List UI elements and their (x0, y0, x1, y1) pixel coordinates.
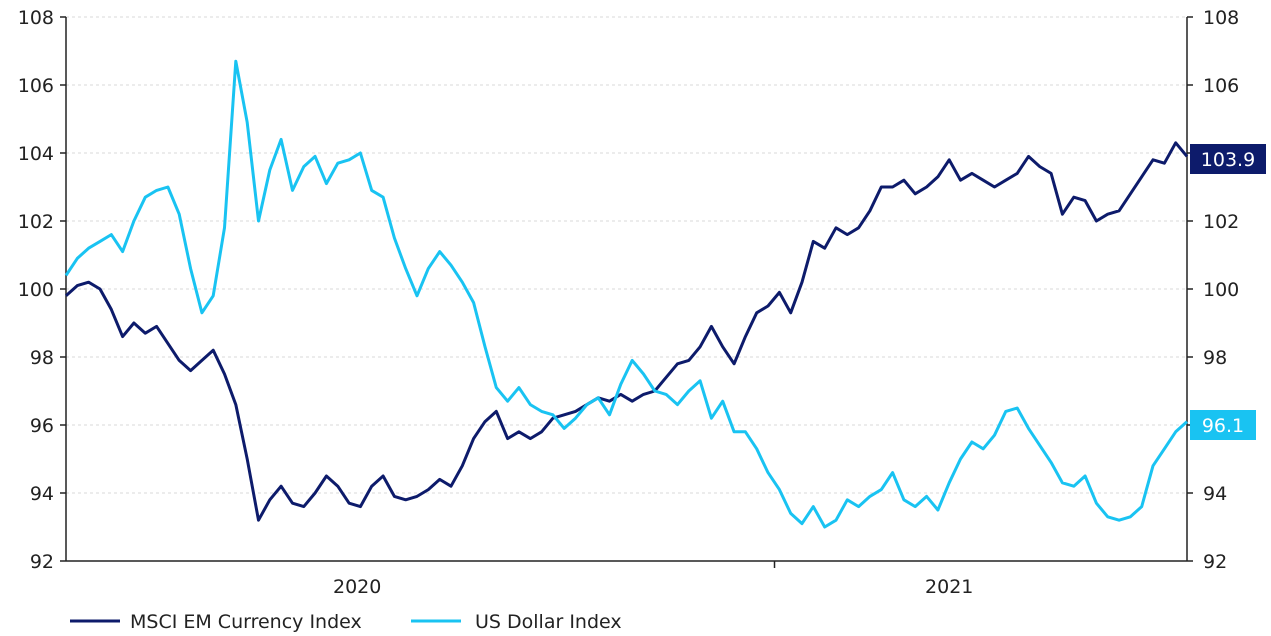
legend-item-msci: MSCI EM Currency Index (70, 611, 362, 633)
ticks: 9292949496969898100100102102104104106106… (18, 7, 1240, 598)
legend-label-msci: MSCI EM Currency Index (130, 611, 362, 633)
y-tick-label-left: 100 (18, 279, 54, 301)
legend-label-usd: US Dollar Index (475, 611, 622, 633)
y-tick-label-right: 98 (1203, 347, 1227, 369)
y-tick-label-left: 102 (18, 211, 54, 233)
usd-end-label: 96.1 (1190, 410, 1256, 440)
x-tick-label: 2021 (925, 576, 973, 598)
y-tick-label-left: 92 (30, 551, 54, 573)
x-tick-label: 2020 (333, 576, 381, 598)
usd-end-label-text: 96.1 (1202, 415, 1244, 437)
end-labels: 103.9 96.1 (1190, 144, 1266, 440)
y-tick-label-right: 100 (1203, 279, 1239, 301)
y-tick-label-left: 104 (18, 143, 54, 165)
y-tick-label-right: 102 (1203, 211, 1239, 233)
y-tick-label-right: 106 (1203, 75, 1239, 97)
y-tick-label-left: 106 (18, 75, 54, 97)
y-tick-label-left: 94 (30, 483, 54, 505)
series-line-us-dollar-index (64, 59, 1189, 529)
y-tick-label-left: 108 (18, 7, 54, 29)
msci-end-label: 103.9 (1190, 144, 1266, 174)
legend-item-usd: US Dollar Index (411, 611, 622, 633)
y-tick-label-left: 98 (30, 347, 54, 369)
series-line-msci-em-currency (64, 141, 1189, 522)
msci-end-label-text: 103.9 (1201, 149, 1255, 171)
usd-end-label-background (1190, 410, 1256, 440)
series-lines (64, 59, 1189, 529)
gridlines (66, 16, 1187, 494)
y-tick-label-right: 94 (1203, 483, 1227, 505)
legend: MSCI EM Currency Index US Dollar Index (70, 611, 622, 633)
msci-end-label-background (1190, 144, 1266, 174)
y-tick-label-right: 92 (1203, 551, 1227, 573)
y-tick-label-left: 96 (30, 415, 54, 437)
y-tick-label-right: 108 (1203, 7, 1239, 29)
